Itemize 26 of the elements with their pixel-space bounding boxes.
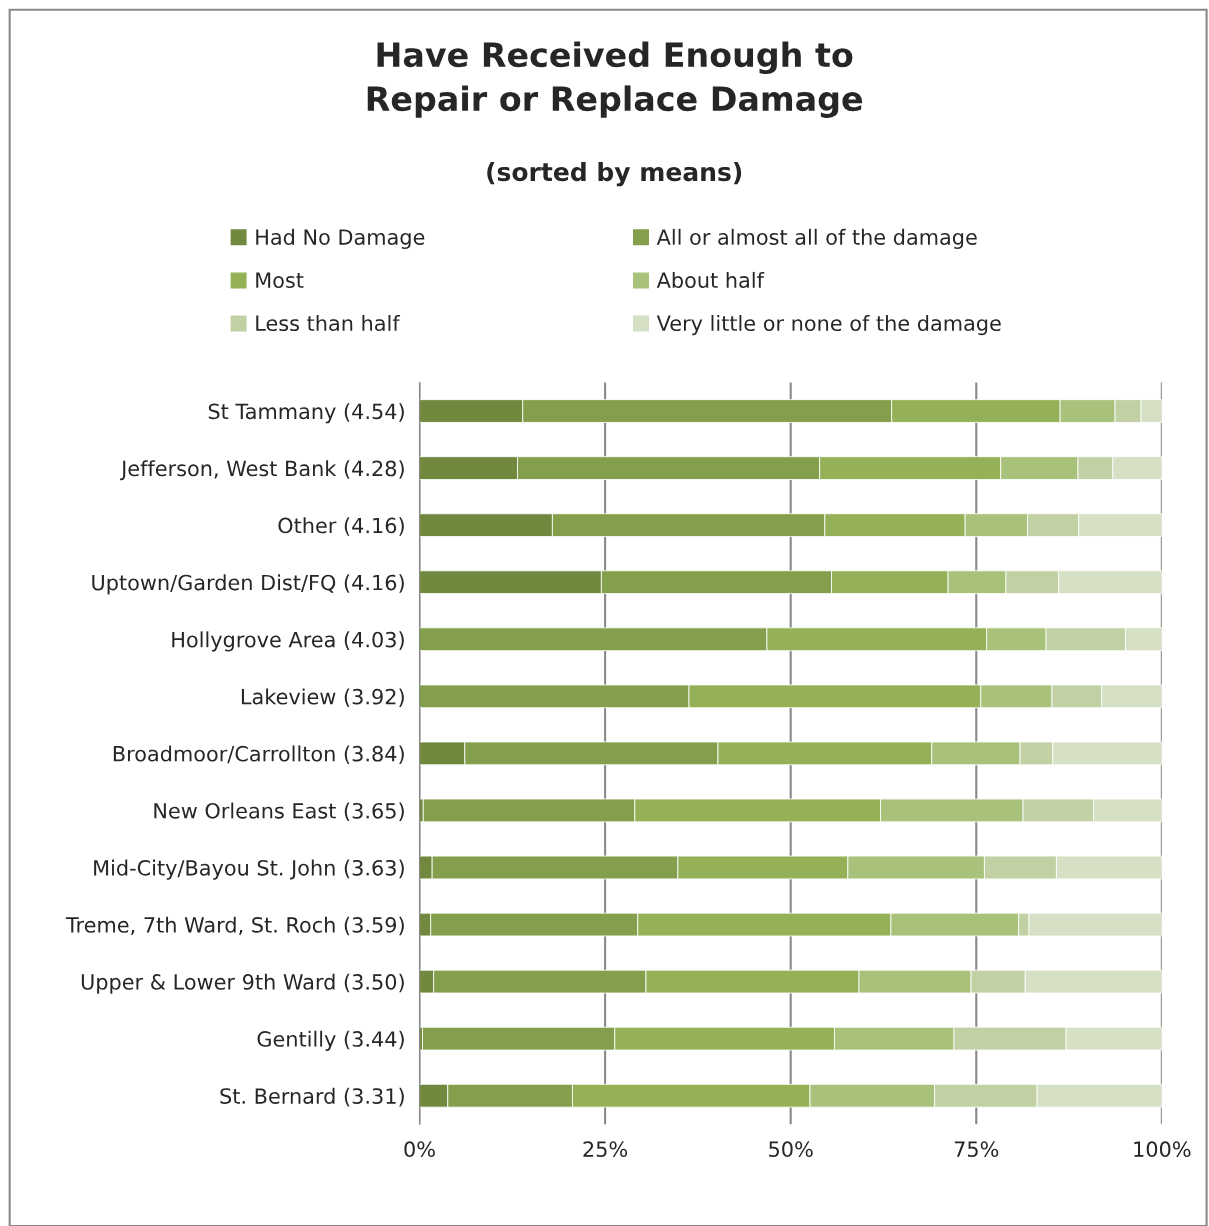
y-tick-label: Broadmoor/Carrollton (3.84) [113,745,404,765]
x-tick-label: 50% [769,1141,813,1158]
y-tick-label: Lakeview (3.92) [241,688,404,707]
chart-title: Have Received Enough to Repair or Replace Damage [367,41,863,118]
y-tick-label: Treme, 7th Ward, St. Roch (3.59) [65,916,404,936]
legend-label: Very little or none of the damage [656,314,1001,336]
y-tick-label: Jefferson, West Bank (4.28) [120,460,404,481]
y-tick-label: Other (4.16) [278,517,404,536]
x-tick-label: 0% [404,1141,435,1158]
x-tick-label: 75% [954,1141,999,1158]
y-tick-label: St Tammany (4.54) [208,403,404,424]
legend-label: About half [656,271,765,289]
x-tick-label: 25% [583,1141,628,1158]
chart-subtitle: (sorted by means) [487,161,742,187]
y-tick-label: Uptown/Garden Dist/FQ (4.16) [92,574,404,595]
y-tick-label: New Orleans East (3.65) [154,802,404,822]
y-tick-label: Hollygrove Area (4.03) [172,631,404,652]
y-tick-label: Gentilly (3.44) [257,1030,404,1051]
legend-label: Had No Damage [256,228,425,249]
legend-label: Less than half [256,314,401,332]
x-tick-label: 100% [1134,1141,1191,1158]
y-tick-label: Upper & Lower 9th Ward (3.50) [81,973,404,994]
y-tick-label: Mid-City/Bayou St. John (3.63) [94,859,404,880]
legend-label: All or almost all of the damage [656,228,977,249]
y-tick-label: St. Bernard (3.31) [220,1087,404,1107]
legend-label: Most [256,272,304,289]
